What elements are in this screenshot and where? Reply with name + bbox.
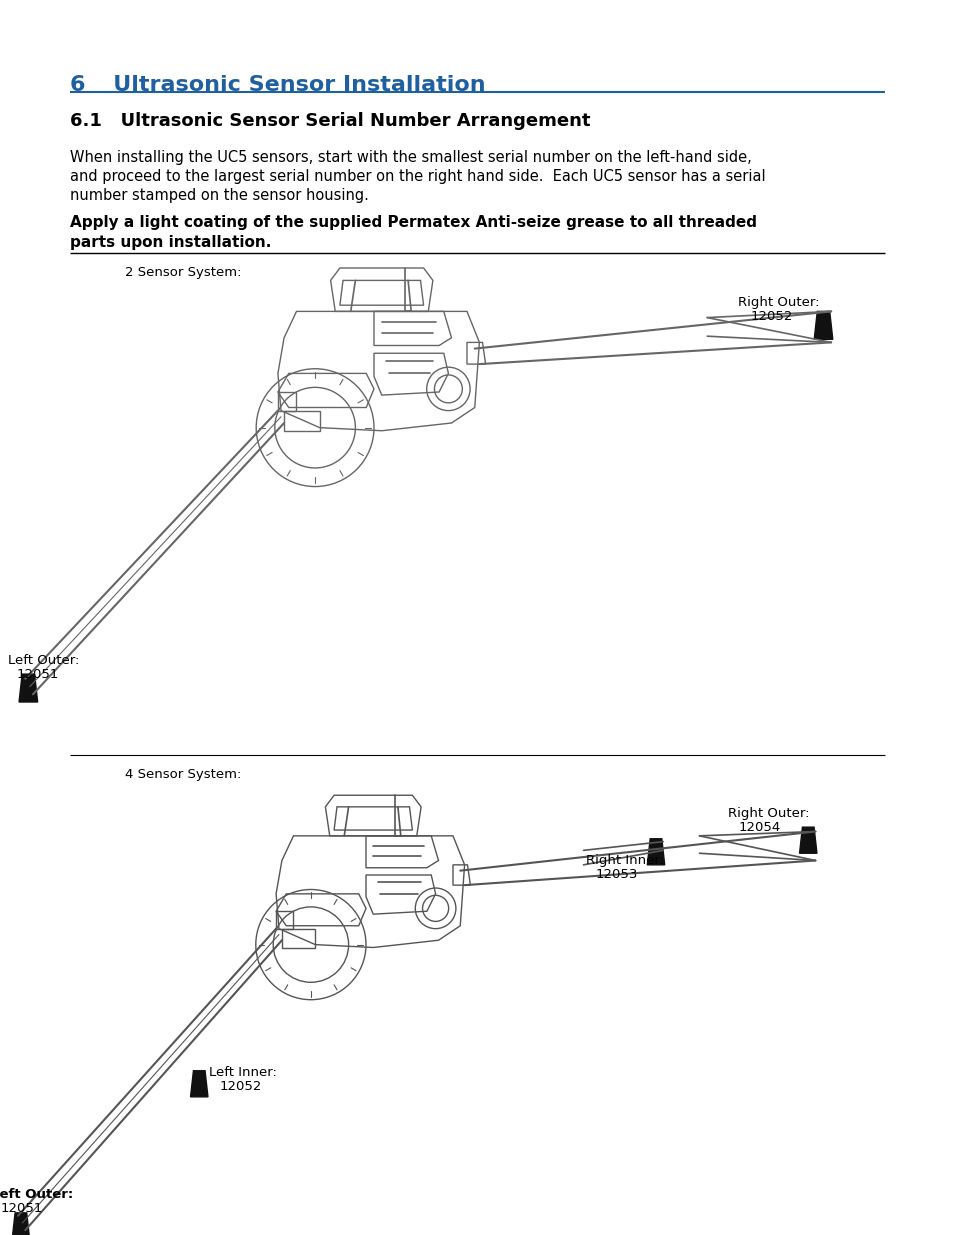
Text: Left Outer:: Left Outer: [9, 655, 80, 667]
Text: Apply a light coating of the supplied Permatex Anti-seize grease to all threaded: Apply a light coating of the supplied Pe… [70, 215, 757, 230]
Text: Right Outer:: Right Outer: [738, 296, 820, 310]
Text: 12051: 12051 [1, 1202, 43, 1215]
Polygon shape [191, 1071, 208, 1097]
Text: 6.1   Ultrasonic Sensor Serial Number Arrangement: 6.1 Ultrasonic Sensor Serial Number Arra… [70, 112, 590, 130]
Text: 6: 6 [70, 75, 86, 95]
Text: number stamped on the sensor housing.: number stamped on the sensor housing. [70, 188, 369, 203]
Text: 2 Sensor System:: 2 Sensor System: [125, 266, 241, 279]
Text: 12051: 12051 [16, 668, 59, 680]
Text: When installing the UC5 sensors, start with the smallest serial number on the le: When installing the UC5 sensors, start w… [70, 149, 751, 165]
Text: parts upon installation.: parts upon installation. [70, 235, 271, 249]
Text: Ultrasonic Sensor Installation: Ultrasonic Sensor Installation [90, 75, 485, 95]
Text: 12054: 12054 [738, 821, 780, 834]
Polygon shape [799, 827, 816, 853]
Polygon shape [19, 674, 37, 701]
Text: 12053: 12053 [596, 868, 638, 881]
Text: Left Outer:: Left Outer: [0, 1188, 73, 1200]
Text: 4 Sensor System:: 4 Sensor System: [125, 768, 241, 782]
Polygon shape [813, 311, 832, 340]
Polygon shape [647, 839, 664, 864]
Polygon shape [12, 1213, 30, 1235]
Text: 12052: 12052 [219, 1079, 261, 1093]
Text: Right Outer:: Right Outer: [727, 808, 809, 820]
Text: 12052: 12052 [750, 310, 792, 324]
Text: Right Inner:: Right Inner: [585, 853, 663, 867]
Text: Left Inner:: Left Inner: [209, 1066, 276, 1078]
Text: and proceed to the largest serial number on the right hand side.  Each UC5 senso: and proceed to the largest serial number… [70, 169, 765, 184]
